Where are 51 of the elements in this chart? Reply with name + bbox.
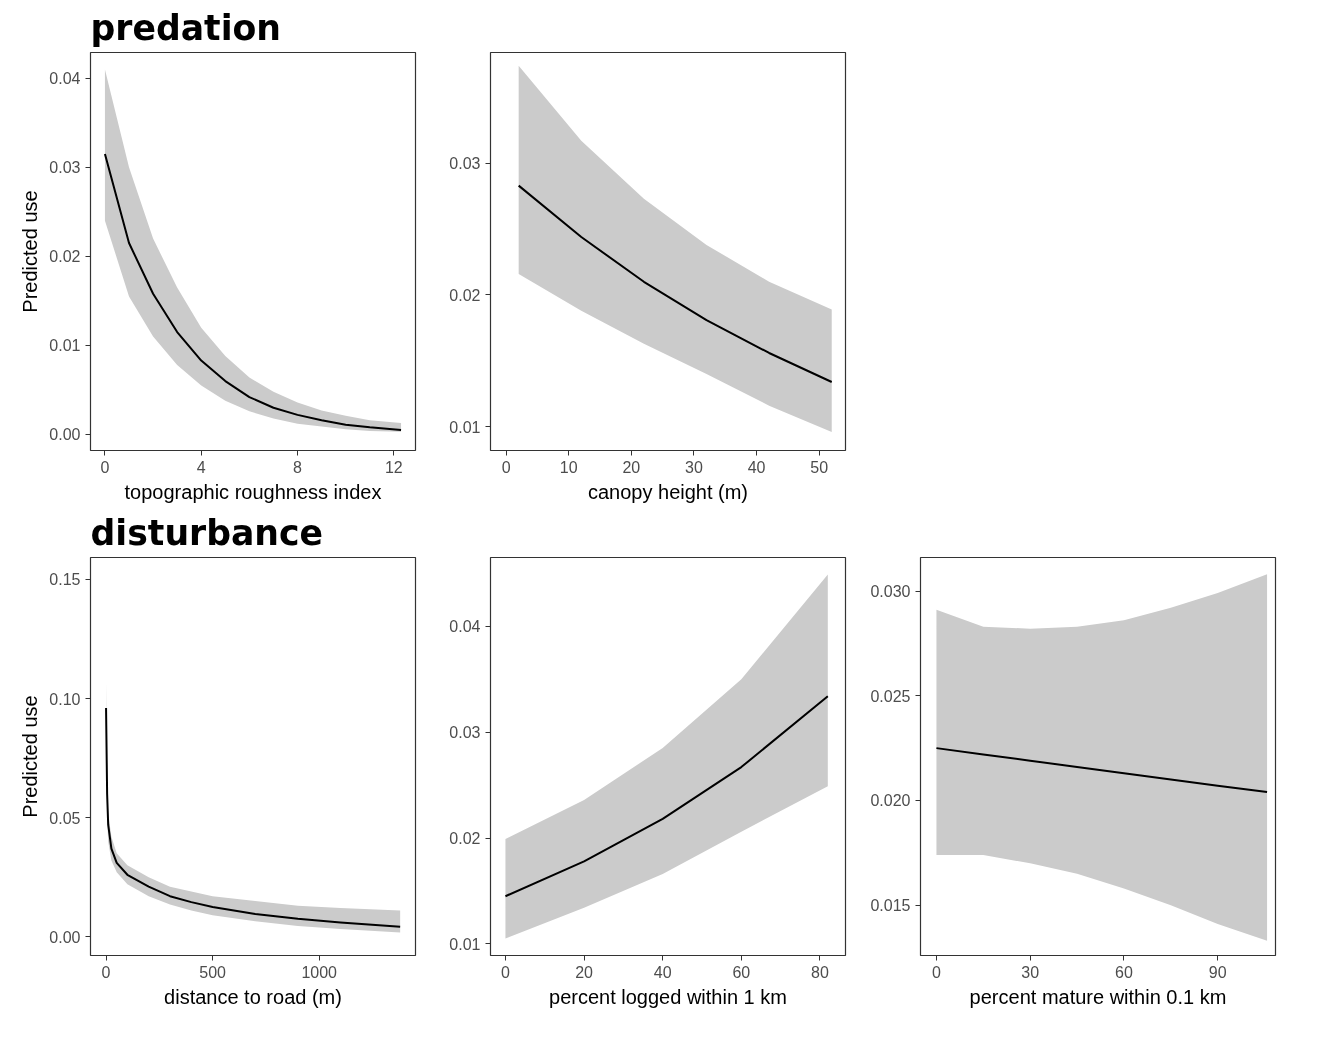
y-tick-label: 0.02 [449,830,481,848]
y-tick-label: 0.02 [49,248,81,266]
y-tick-label: 0.01 [449,418,481,436]
chart-title: predation [90,7,282,48]
x-axis-title: distance to road (m) [164,985,342,1008]
x-tick-label: 1000 [301,963,338,981]
x-tick-label: 10 [559,458,578,476]
y-tick-label: 0.025 [870,687,911,705]
y-tick-label: 0.10 [49,690,81,708]
x-tick-label: 30 [685,458,703,476]
x-tick-label: 40 [747,458,766,476]
x-tick-label: 0 [501,458,511,476]
y-tick-label: 0.030 [870,583,911,601]
x-tick-label: 90 [1208,963,1227,981]
x-axis-title: topographic roughness index [124,480,382,503]
x-tick-label: 0 [500,963,510,981]
y-axis-title: Predicted use [19,695,42,818]
y-tick-label: 0.02 [449,286,481,304]
x-tick-label: 8 [293,458,303,476]
x-tick-label: 60 [1115,963,1133,981]
x-tick-label: 4 [196,458,206,476]
y-axis-title: Predicted use [19,190,42,313]
x-tick-label: 50 [810,458,829,476]
y-tick-label: 0.04 [49,70,81,88]
y-tick-label: 0.04 [449,618,481,636]
y-tick-label: 0.020 [870,792,911,810]
x-axis-title: percent mature within 0.1 km [969,985,1227,1008]
y-tick-label: 0.03 [449,155,481,173]
x-tick-label: 0 [101,963,111,981]
y-tick-label: 0.03 [49,159,81,177]
y-tick-label: 0.00 [49,928,81,946]
y-tick-label: 0.03 [449,724,481,742]
x-tick-label: 30 [1021,963,1040,981]
y-tick-label: 0.01 [449,935,481,953]
y-tick-label: 0.00 [49,426,81,444]
x-tick-label: 40 [653,963,672,981]
x-tick-label: 20 [622,458,641,476]
y-tick-label: 0.01 [49,337,81,355]
chart-title: disturbance [90,512,324,553]
x-tick-label: 0 [931,963,941,981]
x-tick-label: 12 [384,458,403,476]
x-tick-label: 20 [575,963,594,981]
x-tick-label: 500 [199,963,227,981]
x-tick-label: 80 [811,963,829,981]
x-axis-title: canopy height (m) [587,480,749,503]
x-axis-title: percent logged within 1 km [549,985,787,1008]
y-tick-label: 0.05 [49,809,81,827]
y-tick-label: 0.15 [49,571,81,589]
x-tick-label: 60 [732,963,751,981]
x-tick-label: 0 [100,458,110,476]
y-tick-label: 0.015 [870,897,911,915]
